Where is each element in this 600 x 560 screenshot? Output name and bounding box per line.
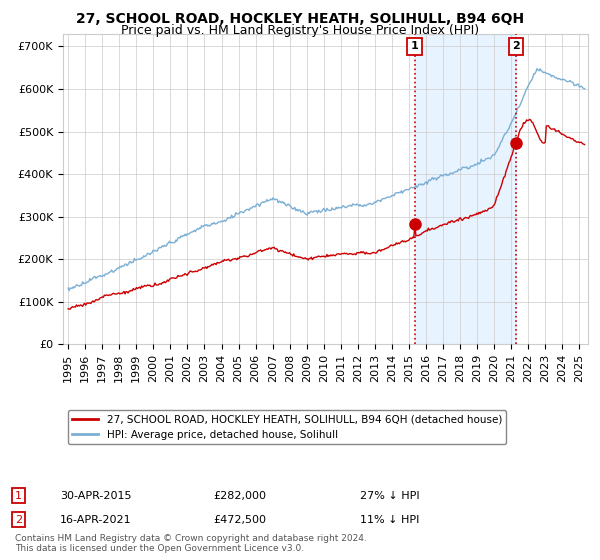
Text: Contains HM Land Registry data © Crown copyright and database right 2024.
This d: Contains HM Land Registry data © Crown c… bbox=[15, 534, 367, 553]
Text: £282,000: £282,000 bbox=[213, 491, 266, 501]
Text: Price paid vs. HM Land Registry's House Price Index (HPI): Price paid vs. HM Land Registry's House … bbox=[121, 24, 479, 37]
Legend: 27, SCHOOL ROAD, HOCKLEY HEATH, SOLIHULL, B94 6QH (detached house), HPI: Average: 27, SCHOOL ROAD, HOCKLEY HEATH, SOLIHULL… bbox=[68, 410, 506, 444]
Text: 27% ↓ HPI: 27% ↓ HPI bbox=[360, 491, 419, 501]
Text: 1: 1 bbox=[15, 491, 22, 501]
Text: 27, SCHOOL ROAD, HOCKLEY HEATH, SOLIHULL, B94 6QH: 27, SCHOOL ROAD, HOCKLEY HEATH, SOLIHULL… bbox=[76, 12, 524, 26]
Text: 2: 2 bbox=[15, 515, 22, 525]
Text: £472,500: £472,500 bbox=[213, 515, 266, 525]
Bar bbox=[415, 34, 516, 344]
Text: 1: 1 bbox=[411, 41, 419, 52]
Text: 16-APR-2021: 16-APR-2021 bbox=[60, 515, 131, 525]
Text: 2: 2 bbox=[512, 41, 520, 52]
Text: 30-APR-2015: 30-APR-2015 bbox=[60, 491, 131, 501]
Text: 11% ↓ HPI: 11% ↓ HPI bbox=[360, 515, 419, 525]
